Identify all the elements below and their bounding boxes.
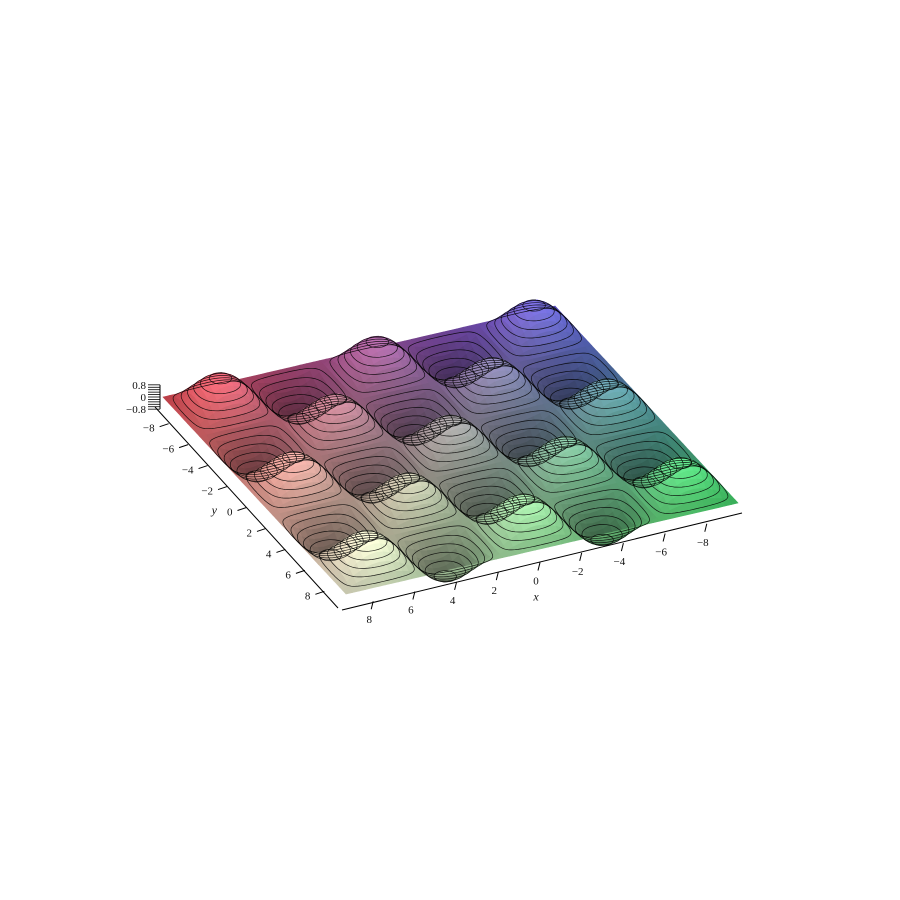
y-tick-label: −2 (201, 486, 213, 498)
y-tick-label: −8 (143, 423, 155, 435)
y-tick-mark (159, 423, 169, 428)
z-tick-label: −0.8 (126, 404, 146, 416)
x-tick-label: 4 (450, 595, 456, 607)
y-tick-label: 4 (266, 548, 272, 560)
x-tick-label: −4 (614, 556, 626, 568)
x-tick-label: 2 (492, 585, 498, 597)
x-tick-label: 0 (533, 576, 539, 588)
y-tick-mark (198, 465, 208, 470)
z-tick-label: 0 (141, 392, 147, 404)
y-tick-mark (295, 569, 306, 574)
x-tick-mark (662, 533, 666, 542)
x-axis-label: x (532, 590, 539, 604)
y-tick-mark (315, 590, 325, 595)
y-tick-mark (276, 548, 286, 553)
x-tick-label: 8 (366, 614, 372, 626)
y-tick-label: 8 (305, 590, 311, 602)
y-axis-label: y (211, 503, 218, 517)
y-tick-label: 0 (227, 507, 233, 519)
z-tick-label: 0.8 (132, 380, 146, 392)
z-axis-ticks: −0.800.8 (126, 380, 160, 416)
surface-mesh (162, 299, 739, 595)
x-tick-label: 6 (408, 605, 414, 617)
x-tick-label: −8 (697, 537, 709, 549)
y-tick-label: 6 (285, 569, 291, 581)
y-tick-label: −6 (162, 444, 174, 456)
y-tick-label: −4 (182, 465, 194, 477)
x-tick-mark (579, 552, 583, 561)
y-tick-mark (237, 507, 247, 511)
y-tick-mark (178, 444, 189, 449)
y-tick-label: 2 (246, 527, 252, 539)
x-tick-mark (704, 523, 708, 532)
x-tick-label: −2 (572, 566, 584, 578)
y-tick-mark (256, 527, 267, 532)
x-tick-mark (537, 562, 541, 571)
x-tick-mark (620, 543, 624, 552)
x-tick-label: −6 (655, 546, 667, 558)
x-tick-mark (495, 572, 499, 581)
y-tick-mark (217, 486, 228, 491)
